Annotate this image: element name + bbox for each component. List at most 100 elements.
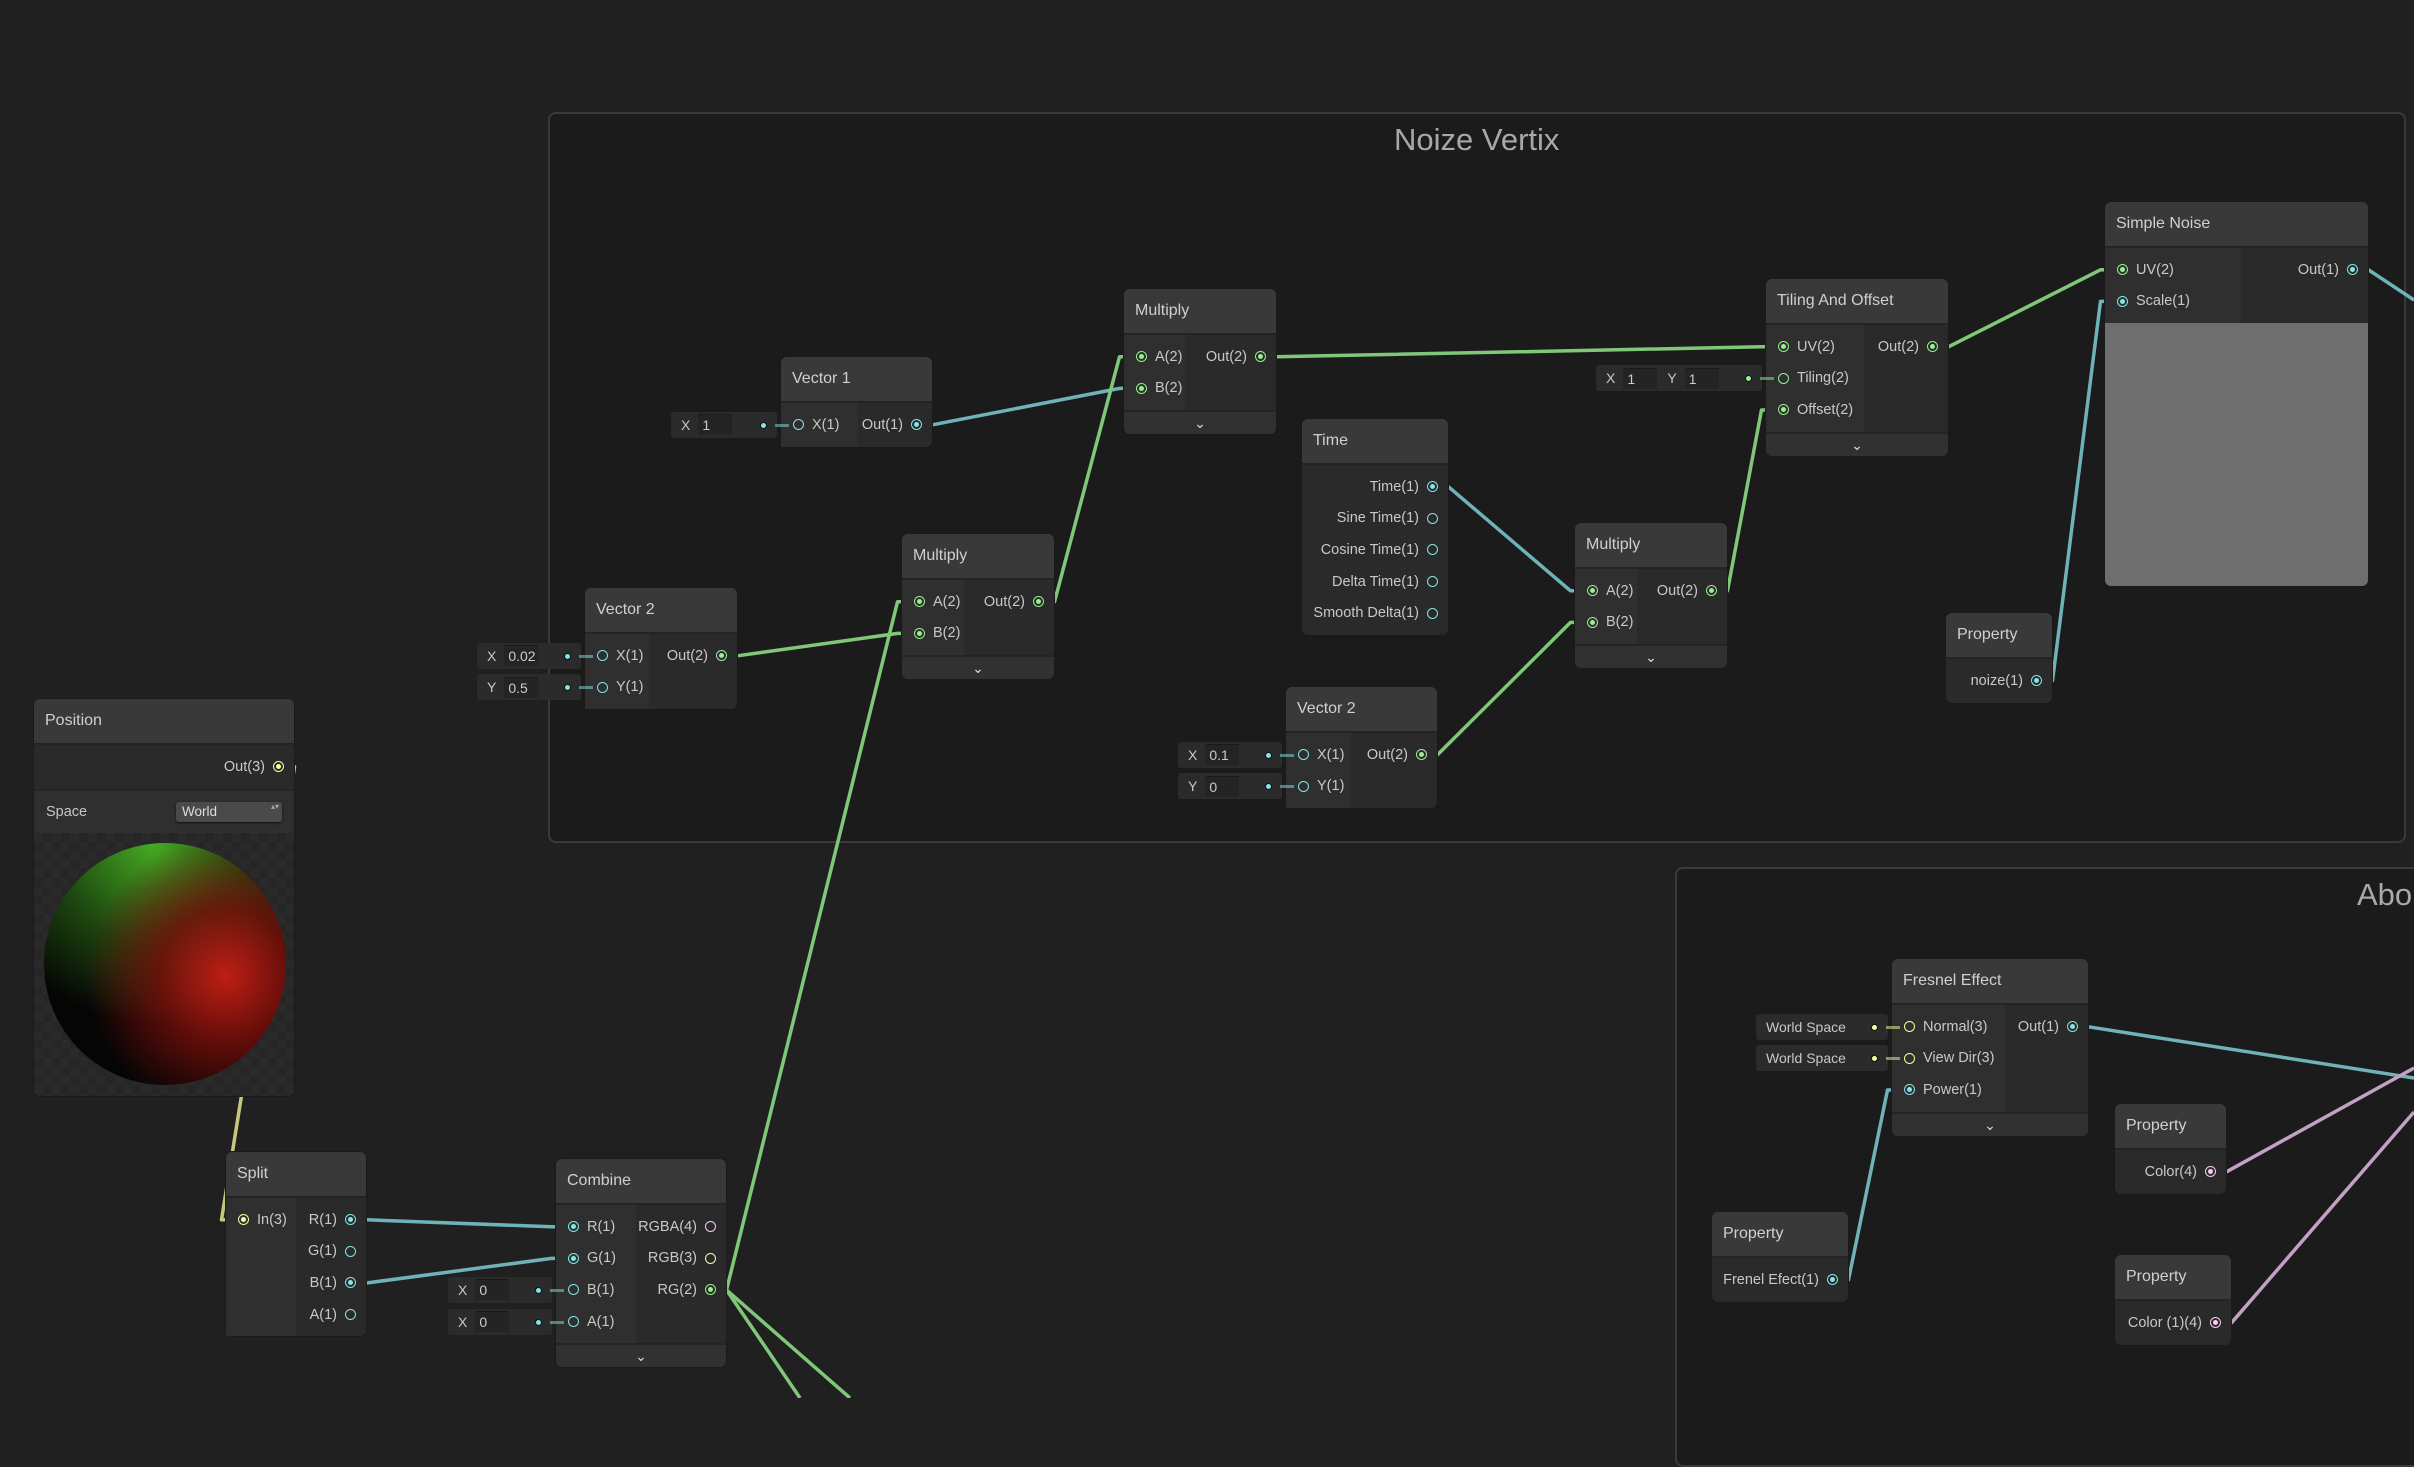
node-title[interactable]: Combine <box>556 1159 726 1205</box>
input-y-1-[interactable]: Y(1) <box>585 672 649 704</box>
port-icon[interactable] <box>345 1277 356 1288</box>
input-x-1-[interactable]: X(1) <box>781 409 858 441</box>
port-icon[interactable] <box>345 1246 356 1257</box>
output-sine-time-1-[interactable]: Sine Time(1) <box>1302 503 1448 535</box>
node-title[interactable]: Position <box>34 699 294 745</box>
collapse-toggle chevron-down-icon[interactable]: ⌄ <box>1892 1112 2088 1136</box>
value-input[interactable]: 0.1 <box>1205 744 1239 765</box>
value-input[interactable]: 0 <box>1205 776 1239 797</box>
node-title[interactable]: Time <box>1302 419 1448 465</box>
port-icon[interactable] <box>911 419 922 430</box>
port-icon[interactable] <box>1298 749 1309 760</box>
output-g-1-[interactable]: G(1) <box>296 1236 366 1268</box>
port-icon[interactable] <box>1033 596 1044 607</box>
port-icon[interactable] <box>568 1221 579 1232</box>
port-icon[interactable] <box>793 419 804 430</box>
collapse-toggle chevron-down-icon[interactable]: ⌄ <box>1766 432 1948 456</box>
port-icon[interactable] <box>1427 608 1438 619</box>
output-a-1-[interactable]: A(1) <box>296 1299 366 1331</box>
output-time-1-[interactable]: Time(1) <box>1302 471 1448 503</box>
output-out-2-[interactable]: Out(2) <box>1637 575 1727 607</box>
output-rgba-4-[interactable]: RGBA(4) <box>636 1211 726 1243</box>
input-a-1-[interactable]: A(1) <box>556 1306 636 1338</box>
port-icon[interactable] <box>716 650 727 661</box>
input-view-dir-3-[interactable]: View Dir(3) <box>1892 1043 2005 1075</box>
output-rgb-3-[interactable]: RGB(3) <box>636 1243 726 1275</box>
port-icon[interactable] <box>1427 481 1438 492</box>
output-cosine-time-1-[interactable]: Cosine Time(1) <box>1302 534 1448 566</box>
port-icon[interactable] <box>1904 1053 1915 1064</box>
port-icon[interactable] <box>705 1253 716 1264</box>
output-noize-1-[interactable]: noize(1) <box>1946 665 2052 697</box>
port-icon[interactable] <box>2117 264 2128 275</box>
node-title[interactable]: Simple Noise <box>2105 202 2368 248</box>
input-b-2-[interactable]: B(2) <box>902 618 964 650</box>
node-title[interactable]: Property <box>2115 1104 2226 1150</box>
value-input[interactable]: 1 <box>698 414 732 435</box>
port-icon[interactable] <box>1778 373 1789 384</box>
port-icon[interactable] <box>597 650 608 661</box>
node-title[interactable]: Split <box>226 1152 366 1198</box>
port-icon[interactable] <box>1427 576 1438 587</box>
port-icon[interactable] <box>1298 781 1309 792</box>
default-value-field[interactable]: World Space <box>1756 1014 1888 1040</box>
node-title[interactable]: Tiling And Offset <box>1766 279 1948 325</box>
output-b-1-[interactable]: B(1) <box>296 1267 366 1299</box>
input-offset-2-[interactable]: Offset(2) <box>1766 394 1864 426</box>
collapse-toggle chevron-down-icon[interactable]: ⌄ <box>1124 410 1276 434</box>
port-icon[interactable] <box>914 596 925 607</box>
input-r-1-[interactable]: R(1) <box>556 1211 636 1243</box>
group-title[interactable]: Abo <box>2357 877 2412 913</box>
node-title[interactable]: Vector 2 <box>585 588 737 634</box>
edge[interactable] <box>711 1290 851 1398</box>
port-icon[interactable] <box>568 1253 579 1264</box>
input-scale-1-[interactable]: Scale(1) <box>2105 286 2241 318</box>
input-tiling-2-[interactable]: Tiling(2) <box>1766 363 1864 395</box>
edge[interactable] <box>351 1220 574 1227</box>
port-icon[interactable] <box>345 1214 356 1225</box>
port-icon[interactable] <box>2210 1317 2221 1328</box>
output-out-2-[interactable]: Out(2) <box>1350 739 1437 771</box>
value-input[interactable]: 0 <box>475 1311 509 1332</box>
output-out-2-[interactable]: Out(2) <box>964 586 1054 618</box>
collapse-toggle chevron-down-icon[interactable]: ⌄ <box>556 1343 726 1367</box>
port-icon[interactable] <box>2031 675 2042 686</box>
port-icon[interactable] <box>1778 341 1789 352</box>
port-icon[interactable] <box>1927 341 1938 352</box>
node-title[interactable]: Vector 1 <box>781 357 932 403</box>
input-y-1-[interactable]: Y(1) <box>1286 771 1350 803</box>
port-icon[interactable] <box>2205 1166 2216 1177</box>
output-color-4-[interactable]: Color(4) <box>2115 1156 2226 1188</box>
port-icon[interactable] <box>345 1309 356 1320</box>
output-smooth-delta-1-[interactable]: Smooth Delta(1) <box>1302 597 1448 629</box>
node-title[interactable]: Multiply <box>1575 523 1727 569</box>
output-out-3-[interactable]: Out(3) <box>34 751 294 783</box>
port-icon[interactable] <box>238 1214 249 1225</box>
space-dropdown[interactable]: World <box>176 802 282 822</box>
input-b-2-[interactable]: B(2) <box>1124 373 1186 405</box>
port-icon[interactable] <box>1587 617 1598 628</box>
input-b-1-[interactable]: B(1) <box>556 1274 636 1306</box>
port-icon[interactable] <box>1416 749 1427 760</box>
node-title[interactable]: Multiply <box>1124 289 1276 335</box>
space-value[interactable]: World Space <box>1766 1019 1846 1035</box>
port-icon[interactable] <box>1904 1084 1915 1095</box>
value-input[interactable]: 0.5 <box>504 677 538 698</box>
